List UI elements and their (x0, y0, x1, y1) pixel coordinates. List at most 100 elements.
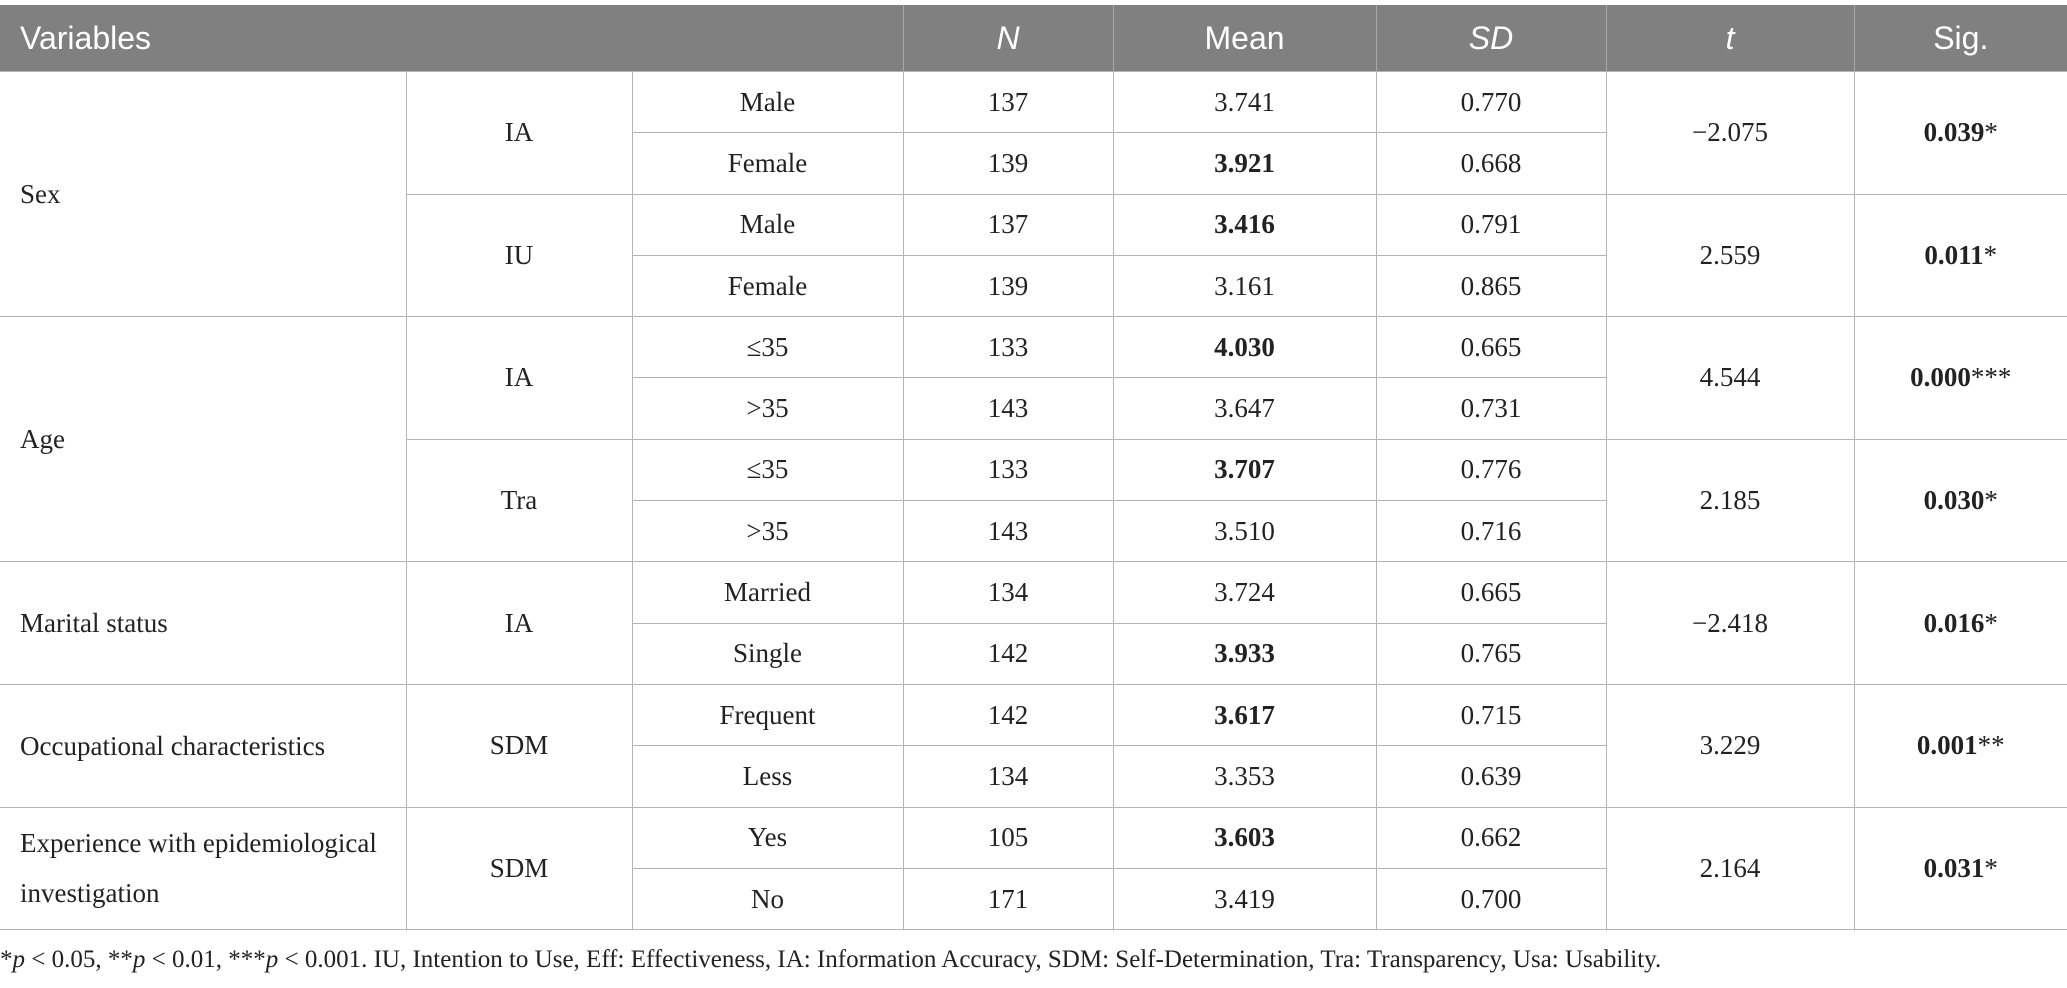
t-cell: −2.418 (1606, 562, 1854, 685)
sig-cell: 0.011* (1854, 194, 2067, 317)
header-t: t (1606, 5, 1854, 72)
measure-cell: SDM (406, 807, 632, 930)
sig-cell: 0.039* (1854, 72, 2067, 195)
footnote-abbreviations: IU, Intention to Use, Eff: Effectiveness… (374, 946, 1662, 973)
sig-value: 0.000 (1910, 362, 1971, 392)
category-cell: No (632, 868, 903, 929)
footnote-p-2: p (133, 946, 146, 973)
category-cell: Less (632, 746, 903, 807)
sd-cell: 0.791 (1376, 194, 1606, 255)
results-table-container: Variables N Mean SD t Sig. Sex IA Male 137 3… (0, 5, 2067, 930)
sd-cell: 0.668 (1376, 133, 1606, 194)
footnote-star-1: * (0, 946, 13, 973)
sd-cell: 0.731 (1376, 378, 1606, 439)
measure-cell: IA (406, 72, 632, 195)
t-cell: 2.185 (1606, 439, 1854, 562)
category-cell: Single (632, 623, 903, 684)
mean-cell: 3.617 (1113, 684, 1376, 745)
measure-cell: SDM (406, 684, 632, 807)
header-sd: SD (1376, 5, 1606, 72)
mean-cell: 4.030 (1113, 317, 1376, 378)
measure-cell: IA (406, 317, 632, 440)
variable-cell: Experience with epidemiological investig… (0, 807, 406, 930)
n-cell: 139 (903, 255, 1113, 316)
sd-cell: 0.716 (1376, 501, 1606, 562)
sig-value: 0.016 (1924, 608, 1985, 638)
table-row: Occupational characteristics SDM Frequent 1… (0, 684, 2067, 745)
table-footnote: *p < 0.05, **p < 0.01, ***p < 0.001. IU,… (0, 946, 1661, 974)
results-table: Variables N Mean SD t Sig. Sex IA Male 137 3… (0, 5, 2067, 930)
category-cell: Yes (632, 807, 903, 868)
mean-cell: 3.921 (1113, 133, 1376, 194)
sd-cell: 0.770 (1376, 72, 1606, 133)
footnote-star-2: ** (108, 946, 133, 973)
sig-stars: * (1984, 117, 1998, 147)
header-n: N (903, 5, 1113, 72)
sig-value: 0.001 (1917, 730, 1978, 760)
n-cell: 134 (903, 562, 1113, 623)
t-cell: 3.229 (1606, 684, 1854, 807)
category-cell: >35 (632, 501, 903, 562)
mean-cell: 3.603 (1113, 807, 1376, 868)
mean-cell: 3.353 (1113, 746, 1376, 807)
mean-cell: 3.419 (1113, 868, 1376, 929)
mean-cell: 3.933 (1113, 623, 1376, 684)
mean-cell: 3.707 (1113, 439, 1376, 500)
table-header: Variables N Mean SD t Sig. (0, 5, 2067, 72)
sig-stars: ** (1978, 730, 2005, 760)
sd-cell: 0.776 (1376, 439, 1606, 500)
variable-cell: Sex (0, 72, 406, 317)
n-cell: 133 (903, 439, 1113, 500)
mean-cell: 3.724 (1113, 562, 1376, 623)
n-cell: 139 (903, 133, 1113, 194)
footnote-star-3: *** (228, 946, 266, 973)
t-cell: 2.164 (1606, 807, 1854, 930)
category-cell: Female (632, 255, 903, 316)
footnote-threshold-2: < 0.01, (145, 946, 228, 973)
n-cell: 137 (903, 194, 1113, 255)
sig-cell: 0.031* (1854, 807, 2067, 930)
sig-value: 0.030 (1924, 485, 1985, 515)
sig-value: 0.031 (1924, 853, 1985, 883)
category-cell: ≤35 (632, 439, 903, 500)
sig-stars: * (1984, 853, 1998, 883)
category-cell: ≤35 (632, 317, 903, 378)
sig-cell: 0.001** (1854, 684, 2067, 807)
sd-cell: 0.715 (1376, 684, 1606, 745)
sig-stars: * (1984, 608, 1998, 638)
category-cell: >35 (632, 378, 903, 439)
category-cell: Frequent (632, 684, 903, 745)
sig-value: 0.011 (1924, 240, 1983, 270)
measure-cell: Tra (406, 439, 632, 562)
sig-cell: 0.000*** (1854, 317, 2067, 440)
header-variables: Variables (0, 5, 903, 72)
category-cell: Female (632, 133, 903, 194)
footnote-threshold-1: < 0.05, (25, 946, 108, 973)
sig-cell: 0.030* (1854, 439, 2067, 562)
category-cell: Male (632, 72, 903, 133)
sd-cell: 0.665 (1376, 562, 1606, 623)
n-cell: 143 (903, 501, 1113, 562)
n-cell: 105 (903, 807, 1113, 868)
n-cell: 142 (903, 623, 1113, 684)
sd-cell: 0.662 (1376, 807, 1606, 868)
sd-cell: 0.865 (1376, 255, 1606, 316)
variable-cell: Age (0, 317, 406, 562)
footnote-p-1: p (13, 946, 26, 973)
n-cell: 142 (903, 684, 1113, 745)
t-cell: 4.544 (1606, 317, 1854, 440)
table-body: Sex IA Male 137 3.741 0.770 −2.075 0.039* Female… (0, 72, 2067, 930)
n-cell: 134 (903, 746, 1113, 807)
mean-cell: 3.741 (1113, 72, 1376, 133)
t-cell: 2.559 (1606, 194, 1854, 317)
table-row: Sex IA Male 137 3.741 0.770 −2.075 0.039* (0, 72, 2067, 133)
mean-cell: 3.647 (1113, 378, 1376, 439)
sd-cell: 0.765 (1376, 623, 1606, 684)
mean-cell: 3.161 (1113, 255, 1376, 316)
header-mean: Mean (1113, 5, 1376, 72)
footnote-threshold-3: < 0.001. (278, 946, 373, 973)
sd-cell: 0.665 (1376, 317, 1606, 378)
n-cell: 137 (903, 72, 1113, 133)
n-cell: 143 (903, 378, 1113, 439)
sig-stars: * (1984, 485, 1998, 515)
